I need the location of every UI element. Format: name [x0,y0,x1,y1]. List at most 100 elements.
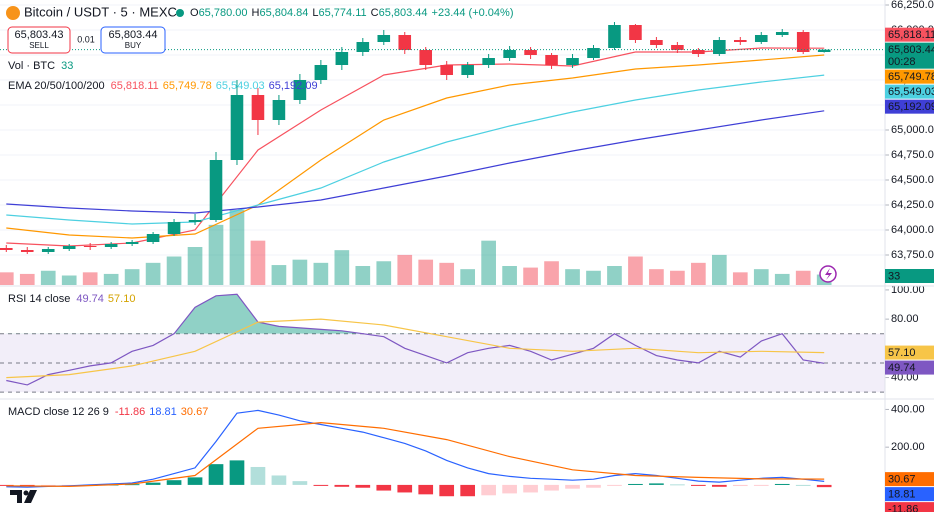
axis-tag [885,69,934,84]
y-tick-label: 400.00 [891,403,925,415]
histogram-bar [250,466,266,485]
histogram-bar [670,484,685,486]
countdown: 00:28 [888,56,916,68]
volume-bar [292,259,308,285]
volume-bar [649,269,664,285]
axis-tag-label: 18.81 [888,489,916,501]
axis-tag [885,42,934,69]
histogram-bar [292,481,308,485]
candle-body [62,246,76,249]
histogram-bar [544,484,559,491]
volume-bar [502,266,517,285]
axis-tag-label: 65,749.78 [888,71,934,83]
volume-bar [565,269,580,285]
candle-body [545,55,558,65]
candle-body [167,222,181,234]
histogram-bar [313,484,329,486]
axis-tag [885,345,934,360]
value: 65,803.44 [379,7,428,19]
volume-bar [753,269,769,285]
volume-bar [187,247,203,285]
axis-tag [885,99,934,114]
histogram-bar [229,460,245,485]
value: 49.74 [76,293,104,305]
buy-button[interactable] [100,26,166,54]
candle-body [440,65,453,75]
candle-body [796,32,810,52]
candle-body [692,50,705,54]
logo-part [10,490,22,503]
volume-bar [439,262,455,285]
candle-body [524,50,537,55]
volume-legend: Vol · BTC 33 [8,60,73,72]
candle-body [104,244,118,247]
volume-bar [376,261,392,285]
candle-body [566,58,579,65]
candle-body [503,50,516,58]
volume-bar [229,209,245,285]
candle-body [734,40,747,42]
value: 65,818.11 [111,80,159,92]
value: 65,780.00 [199,7,248,19]
rsi-legend: RSI 14 close 49.74 57.10 [8,293,135,305]
y-tick-label: 63,750.00 [891,249,934,261]
label: Vol · BTC [8,60,55,72]
candle-body [314,65,328,80]
histogram-bar [523,484,538,493]
axis-tag [885,84,934,99]
axis-tag-label: 65,192.09 [888,101,934,113]
candle-body [125,242,139,244]
volume-bar [544,261,559,285]
candle-body [0,248,13,250]
volume-bar [313,262,329,285]
volume-bar [103,273,119,285]
candle-body [713,40,726,54]
value: -11.86 [115,406,145,418]
y-tick-label: 65,000.00 [891,124,934,136]
label: L [312,7,318,19]
sell-button[interactable] [7,26,71,54]
volume-bar [334,250,350,285]
buy-price: 65,803.44 [109,29,158,41]
histogram-bar [753,484,769,486]
axis-tag-label: 49.74 [888,362,916,374]
value: 33 [61,60,73,72]
line-series [6,110,825,214]
candle-body [587,48,600,58]
symbol-title: Bitcoin / USDT · 5 · MEXC [24,4,177,19]
axis-tag [885,27,934,42]
line-series [6,318,825,379]
volume-bar [481,240,496,285]
sell-label: SELL [29,41,49,50]
volume-bar [61,275,77,285]
overbought-fill [174,294,783,334]
histogram-bar [40,484,56,486]
histogram-bar [187,477,203,485]
histogram-bar [271,475,287,485]
volume-bar [166,256,182,285]
logo-part [23,490,29,496]
volume-bar [145,262,161,285]
volume-bar [607,266,622,285]
volume-bar [774,273,790,285]
histogram-bar [418,484,434,495]
histogram-bar [732,484,748,487]
label: EMA 20/50/100/200 [8,80,105,92]
volume-bar [732,272,748,285]
line-series [6,293,825,386]
candle-body [188,220,202,222]
value: 65,804.84 [259,7,308,19]
histogram-bar [816,484,832,488]
line-series [6,409,825,488]
panes: 66,250.0066,000.0065,750.0065,500.0065,2… [0,0,934,497]
value: 57.10 [108,293,136,305]
alert-bolt [825,268,832,280]
histogram-bar [649,483,664,485]
y-tick-label: 80.00 [891,313,919,325]
label: O [190,7,199,19]
candle-body [608,25,621,48]
volume-bar [586,270,601,285]
volume-bar [460,269,476,285]
volume-bar [271,265,287,285]
histogram-bar [376,484,392,491]
